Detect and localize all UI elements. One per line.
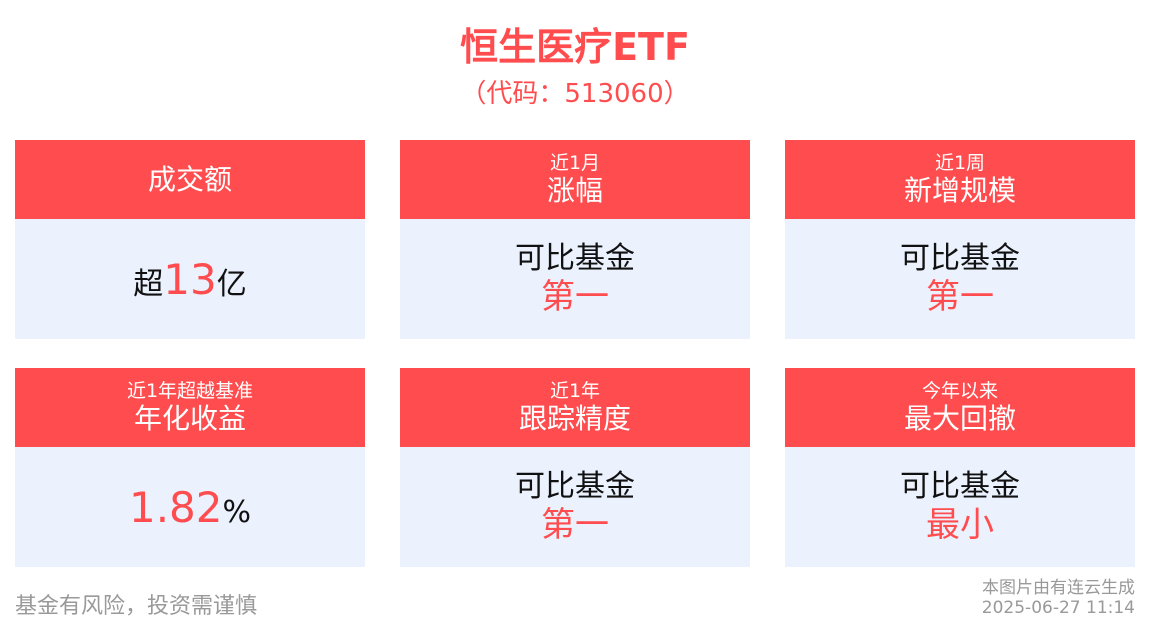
risk-disclaimer: 基金有风险，投资需谨慎 xyxy=(15,594,258,619)
card-header: 近1周 新增规模 xyxy=(785,140,1135,219)
card-subtitle: 今年以来 xyxy=(921,379,998,402)
fund-code: （代码：513060） xyxy=(460,79,690,109)
value-suffix: % xyxy=(222,494,252,530)
card-subtitle: 近1周 xyxy=(934,151,986,174)
card-subtitle: 近1年 xyxy=(549,379,601,402)
source-text: 本图片由有连云生成 xyxy=(982,578,1135,598)
page-title: 恒生医疗ETF xyxy=(460,25,690,69)
card-tracking: 近1年 跟踪精度 可比基金 第一 xyxy=(400,368,750,567)
card-subtitle: 近1年超越基准 xyxy=(126,379,254,402)
card-title: 年化收益 xyxy=(133,401,246,435)
card-rank: 第一 xyxy=(541,505,609,545)
card-header: 今年以来 最大回撤 xyxy=(785,368,1135,447)
card-turnover: 成交额 超 13 亿 xyxy=(15,140,365,339)
card-label: 可比基金 xyxy=(900,241,1020,276)
card-weekly-scale: 近1周 新增规模 可比基金 第一 xyxy=(785,140,1135,339)
card-annual-excess: 近1年超越基准 年化收益 1.82% xyxy=(15,368,365,567)
card-title: 跟踪精度 xyxy=(518,401,631,435)
card-title: 涨幅 xyxy=(546,173,603,207)
card-label: 可比基金 xyxy=(515,241,635,276)
card-title: 最大回撤 xyxy=(903,401,1016,435)
card-subtitle: 近1月 xyxy=(549,151,601,174)
card-rank: 第一 xyxy=(926,277,994,317)
source-note: 本图片由有连云生成 2025-06-27 11:14 xyxy=(982,578,1135,618)
card-header: 近1月 涨幅 xyxy=(400,140,750,219)
card-title: 新增规模 xyxy=(903,173,1016,207)
value-prefix: 超 xyxy=(133,266,164,302)
card-header: 近1年 跟踪精度 xyxy=(400,368,750,447)
timestamp: 2025-06-27 11:14 xyxy=(981,598,1135,618)
card-label: 可比基金 xyxy=(900,469,1020,504)
value-number: 13 xyxy=(163,254,217,304)
value-number: 1.82 xyxy=(128,482,223,532)
card-drawdown: 今年以来 最大回撤 可比基金 最小 xyxy=(785,368,1135,567)
card-rank: 第一 xyxy=(541,277,609,317)
card-header: 成交额 xyxy=(15,140,365,219)
card-title: 成交额 xyxy=(147,162,232,196)
card-rank: 最小 xyxy=(926,505,994,545)
card-header: 近1年超越基准 年化收益 xyxy=(15,368,365,447)
card-label: 可比基金 xyxy=(515,469,635,504)
card-monthly-gain: 近1月 涨幅 可比基金 第一 xyxy=(400,140,750,339)
card-value: 超 13 亿 xyxy=(133,255,246,304)
value-suffix: 亿 xyxy=(216,266,247,302)
card-value: 1.82% xyxy=(129,483,251,532)
